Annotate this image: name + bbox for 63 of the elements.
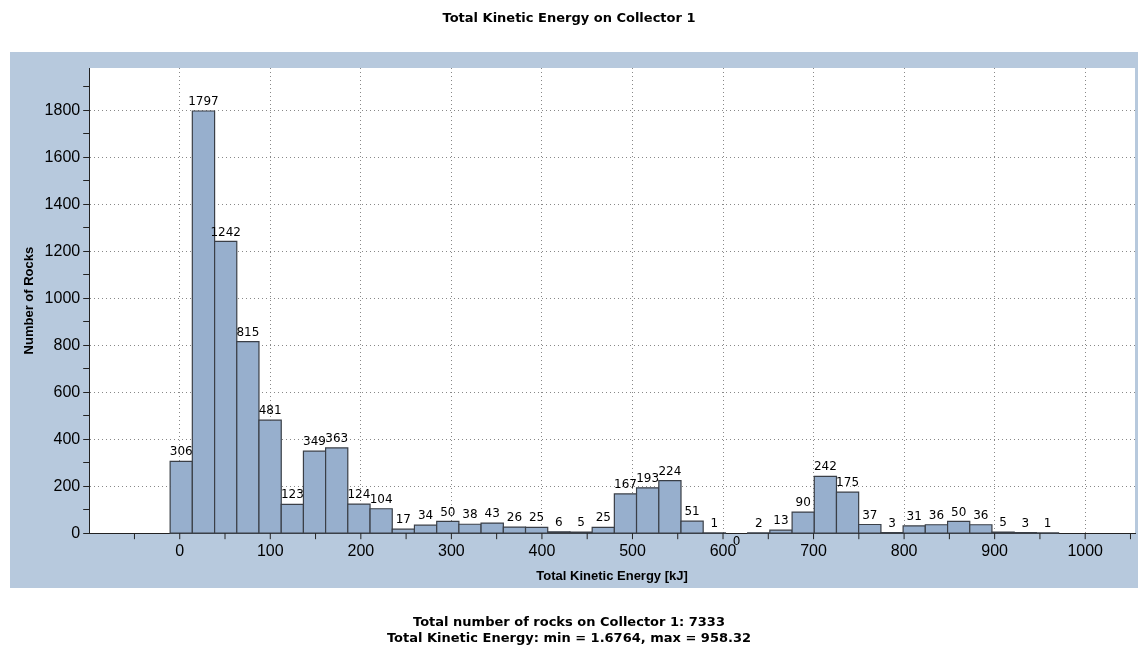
data-label: 38 — [462, 507, 478, 522]
data-label: 5 — [577, 515, 585, 530]
data-label: 25 — [528, 510, 545, 525]
data-label: 193 — [636, 470, 660, 485]
data-label: 36 — [973, 507, 989, 522]
data-label: 50 — [440, 504, 456, 519]
data-label: 90 — [795, 495, 811, 510]
data-label: 5 — [999, 515, 1007, 530]
data-label: 25 — [595, 510, 611, 525]
data-label: 2 — [754, 515, 763, 530]
x-tick-label: 0 — [175, 542, 185, 560]
data-label: 36 — [928, 507, 945, 522]
data-label: 1 — [1043, 516, 1052, 531]
y-tick-label: 400 — [53, 429, 81, 447]
data-label: 17 — [395, 512, 411, 527]
y-tick-label: 1600 — [44, 147, 81, 165]
text: Total number of rocks on Collector 1: 7333 — [412, 614, 726, 630]
x-tick-label: 700 — [800, 542, 828, 560]
data-label: 104 — [369, 491, 393, 506]
data-label: 1 — [710, 516, 719, 531]
x-axis-title: Total Kinetic Energy [kJ] — [536, 567, 688, 583]
data-label: 3 — [888, 515, 896, 530]
y-tick-label: 0 — [71, 523, 81, 541]
x-tick-label: 800 — [890, 542, 918, 560]
data-label: 123 — [280, 487, 304, 502]
data-label: 37 — [862, 507, 878, 522]
data-label: 6 — [555, 514, 563, 529]
x-tick-label: 900 — [981, 542, 1009, 560]
x-tick-label: 300 — [438, 542, 465, 560]
data-label: 349 — [303, 434, 326, 449]
y-axis-title: Number of Rocks — [21, 246, 37, 355]
y-tick-label: 1800 — [44, 100, 81, 118]
data-label: 31 — [906, 509, 922, 524]
x-tick-label: 200 — [347, 542, 375, 560]
data-label: 175 — [836, 475, 860, 490]
data-label: 167 — [614, 477, 637, 492]
x-tick-label: 100 — [256, 542, 284, 560]
data-label: 3 — [1021, 515, 1030, 530]
y-tick-label: 1200 — [44, 241, 81, 259]
data-label: 481 — [258, 403, 282, 418]
y-tick-label: 600 — [53, 382, 81, 400]
chart-title: Total Kinetic Energy on Collector 1 — [441, 10, 697, 25]
data-label: 51 — [684, 504, 700, 519]
y-tick-label: 200 — [53, 476, 81, 494]
y-tick-label: 1400 — [44, 194, 81, 212]
data-label: 242 — [813, 459, 837, 474]
data-label: 306 — [169, 444, 193, 459]
data-label: 50 — [951, 504, 967, 519]
data-label: 43 — [484, 506, 500, 521]
data-label: 815 — [236, 324, 260, 339]
data-label: 224 — [658, 463, 682, 478]
y-tick-label: 1000 — [44, 288, 81, 306]
x-tick-label: 500 — [619, 542, 646, 560]
data-label: 34 — [417, 508, 434, 523]
data-label: 1797 — [188, 94, 219, 109]
data-label: 26 — [506, 510, 523, 525]
x-tick-label: 1000 — [1067, 542, 1104, 560]
data-label: 363 — [325, 431, 349, 446]
x-tick-label: 400 — [528, 542, 556, 560]
y-tick-label: 800 — [53, 335, 81, 353]
data-label: 124 — [347, 487, 371, 502]
data-label: 13 — [773, 513, 789, 528]
text: Total Kinetic Energy: min = 1.6764, max = 958.32 — [385, 630, 753, 646]
